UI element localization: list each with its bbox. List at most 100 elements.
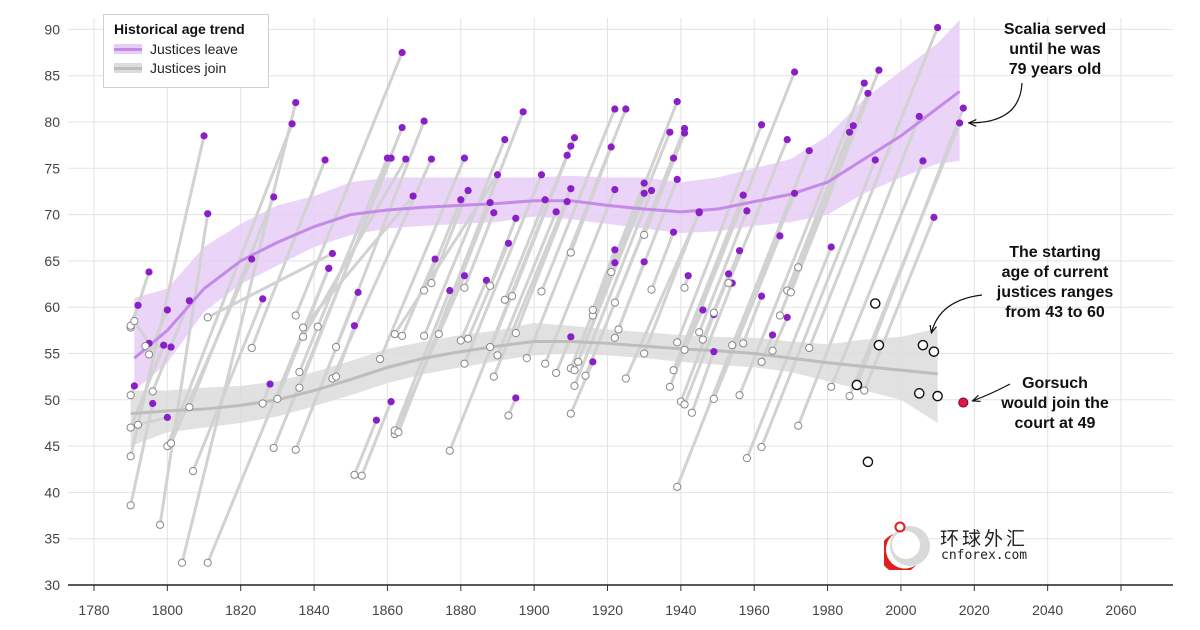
leave-point	[493, 171, 502, 179]
leave-point	[292, 98, 300, 107]
leave-point	[611, 105, 619, 113]
join-point	[607, 267, 616, 277]
tenure-line	[642, 131, 687, 237]
join-point	[185, 403, 194, 412]
current-justice-point	[862, 456, 874, 468]
tenure-line	[510, 153, 569, 298]
leave-point	[185, 297, 193, 305]
tenure-line	[129, 134, 206, 458]
tenure-line	[294, 51, 404, 318]
leave-point	[864, 89, 872, 97]
annotation-scalia: Scalia served until he was 79 years old	[990, 20, 1120, 80]
leave-point	[743, 207, 751, 215]
join-point	[610, 333, 619, 342]
tenure-line	[738, 81, 866, 397]
watermark-globe-icon	[884, 521, 930, 570]
current-justice-point	[851, 379, 863, 391]
join-point	[148, 387, 157, 396]
leave-point	[849, 122, 857, 130]
tenure-line	[727, 138, 789, 285]
join-point	[537, 287, 546, 296]
leave-point	[567, 142, 575, 150]
join-point	[394, 428, 403, 437]
join-point	[489, 372, 498, 381]
x-tick-label: 2060	[1105, 602, 1136, 618]
arrow-gorsuch	[973, 383, 1011, 401]
join-point	[827, 382, 836, 391]
leave-point	[387, 398, 395, 406]
join-point	[460, 359, 469, 368]
tenure-line	[683, 281, 734, 406]
tenure-line	[352, 418, 378, 477]
x-tick-label: 1920	[592, 602, 623, 618]
legend-title: Historical age trend	[114, 21, 245, 37]
join-point	[144, 350, 154, 359]
leave-point	[919, 157, 927, 165]
y-tick-label: 60	[44, 299, 60, 315]
leave-point	[956, 119, 964, 127]
join-point	[522, 354, 531, 363]
leave-point	[680, 129, 689, 137]
leave-point	[402, 155, 410, 163]
join-point	[203, 558, 212, 567]
tenure-line	[396, 110, 525, 434]
join-point	[420, 286, 429, 295]
tenure-line	[789, 68, 881, 294]
tenure-line	[206, 251, 334, 319]
join-point	[298, 332, 308, 341]
x-tick-label: 1900	[519, 602, 550, 618]
leave-point	[710, 348, 718, 356]
join-point	[375, 354, 385, 364]
annotation-range-line4: from 43 to 60	[1005, 304, 1105, 321]
join-point	[203, 313, 212, 322]
annotation-scalia-line1: Scalia served	[1003, 21, 1107, 38]
y-tick-label: 85	[44, 68, 60, 84]
join-point	[673, 338, 682, 347]
join-point	[258, 399, 267, 408]
join-point	[493, 351, 502, 360]
leave-point	[460, 272, 469, 280]
x-tick-label: 2000	[885, 602, 916, 618]
tenure-line	[462, 173, 543, 366]
tenure-line	[672, 193, 745, 372]
join-point	[504, 411, 513, 420]
join-point	[508, 291, 517, 301]
leave-point	[783, 313, 791, 321]
leave-point	[482, 276, 491, 284]
leave-point	[464, 186, 472, 195]
join-point	[511, 329, 520, 338]
leave-point	[409, 192, 417, 200]
tenure-line	[796, 124, 855, 269]
tenure-line	[569, 145, 613, 255]
join-point	[665, 382, 674, 391]
join-point	[357, 471, 366, 480]
join-point	[574, 357, 583, 366]
leave-point	[669, 228, 678, 236]
join-point	[552, 368, 561, 378]
leave-point	[827, 243, 835, 251]
leave-point	[552, 208, 560, 216]
leave-point	[735, 247, 744, 255]
join-point	[621, 374, 630, 383]
tenure-line	[495, 210, 558, 357]
tenure-line	[771, 315, 789, 353]
watermark-en: cnforex.com	[941, 548, 1028, 563]
join-point	[640, 230, 649, 240]
leave-point	[611, 259, 619, 267]
join-point	[313, 322, 322, 331]
tenure-line	[807, 26, 940, 350]
x-tick-label: 1880	[445, 602, 476, 618]
x-tick-label: 1840	[298, 602, 329, 618]
tenure-line	[250, 158, 327, 350]
leave-point	[248, 255, 256, 263]
tenure-line	[297, 325, 320, 374]
tenure-line	[378, 156, 466, 361]
y-tick-label: 70	[44, 207, 60, 223]
y-tick-label: 35	[44, 531, 60, 547]
legend-entry-leave: Justices leave	[114, 39, 258, 58]
leave-point	[163, 306, 171, 314]
tenure-line	[422, 138, 507, 338]
x-tick-label: 1940	[665, 602, 696, 618]
leave-point	[325, 264, 333, 272]
tenure-line	[191, 297, 265, 473]
